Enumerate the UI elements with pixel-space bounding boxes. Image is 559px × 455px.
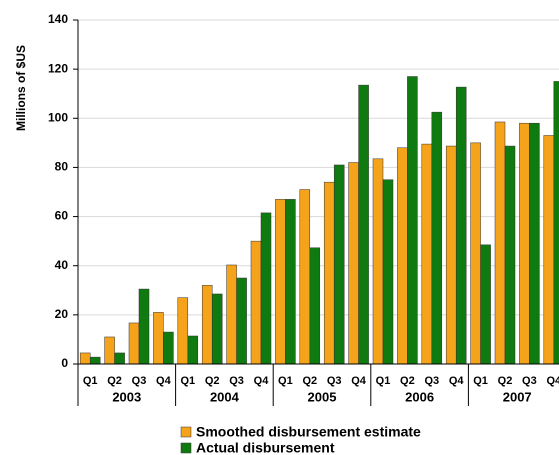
bar	[201, 285, 213, 365]
y-tick-label: 40	[55, 258, 69, 272]
x-tick-label: Q4	[254, 375, 270, 387]
bar	[153, 312, 164, 365]
bar	[455, 86, 467, 365]
year-label: 2005	[308, 389, 337, 404]
bar	[445, 145, 457, 365]
bar	[114, 352, 125, 365]
bar	[543, 135, 555, 365]
bar	[138, 288, 150, 365]
bar	[226, 264, 237, 365]
x-tick-label: Q2	[107, 375, 122, 387]
bar	[177, 297, 189, 365]
x-tick-label: Q2	[205, 375, 220, 387]
x-tick-label: Q3	[229, 375, 244, 387]
x-tick-label: Q4	[449, 375, 465, 387]
y-tick-label: 0	[61, 356, 68, 370]
x-tick-label: Q1	[376, 375, 391, 387]
x-tick-label: Q1	[83, 375, 98, 387]
bar	[372, 158, 384, 365]
bar	[275, 199, 286, 365]
x-tick-label: Q1	[180, 375, 195, 387]
bar	[421, 143, 433, 365]
x-tick-label: Q1	[278, 375, 293, 387]
bar	[397, 147, 408, 365]
y-tick-label: 100	[48, 110, 68, 124]
y-tick-label: 120	[48, 61, 68, 75]
x-tick-label: Q4	[546, 375, 559, 387]
bar	[79, 352, 91, 365]
year-label: 2006	[405, 389, 434, 404]
bar	[348, 162, 359, 365]
year-label: 2007	[503, 389, 532, 404]
year-label: 2003	[112, 389, 141, 404]
bar	[333, 164, 345, 365]
bar	[494, 121, 506, 365]
bar	[187, 335, 199, 365]
bar	[504, 145, 516, 365]
legend-label: Actual disbursement	[196, 440, 335, 455]
x-tick-label: Q4	[156, 375, 172, 387]
bar	[431, 111, 443, 365]
bar	[211, 293, 223, 365]
bar	[323, 181, 335, 365]
x-tick-label: Q3	[522, 375, 537, 387]
bar	[480, 244, 491, 365]
y-axis-label: Millions of $US	[14, 45, 28, 131]
bar	[382, 179, 394, 365]
legend-label: Smoothed disbursement estimate	[196, 424, 421, 440]
bar	[89, 356, 101, 365]
bar	[553, 81, 559, 365]
y-tick-label: 60	[55, 209, 69, 223]
bar	[470, 142, 481, 365]
x-tick-label: Q1	[473, 375, 488, 387]
x-tick-label: Q3	[132, 375, 147, 387]
y-tick-label: 140	[48, 12, 68, 26]
year-label: 2004	[210, 389, 240, 404]
bar	[163, 331, 174, 365]
bar	[358, 84, 369, 365]
legend-swatch	[180, 426, 192, 438]
bar	[529, 122, 540, 365]
x-tick-label: Q2	[498, 375, 513, 387]
bar	[104, 336, 115, 365]
bar	[236, 277, 247, 365]
x-tick-label: Q4	[351, 375, 367, 387]
y-tick-label: 80	[55, 160, 69, 174]
x-tick-label: Q2	[400, 375, 415, 387]
legend-swatch	[180, 442, 192, 454]
bar	[250, 240, 262, 365]
bar	[407, 76, 418, 365]
x-tick-label: Q3	[327, 375, 342, 387]
bar	[519, 122, 530, 365]
x-tick-label: Q3	[424, 375, 439, 387]
bar	[128, 322, 140, 365]
x-tick-label: Q2	[302, 375, 317, 387]
bar	[309, 247, 321, 365]
bar	[299, 189, 311, 365]
bar	[260, 212, 272, 365]
bar	[285, 199, 296, 365]
y-tick-label: 20	[55, 307, 69, 321]
